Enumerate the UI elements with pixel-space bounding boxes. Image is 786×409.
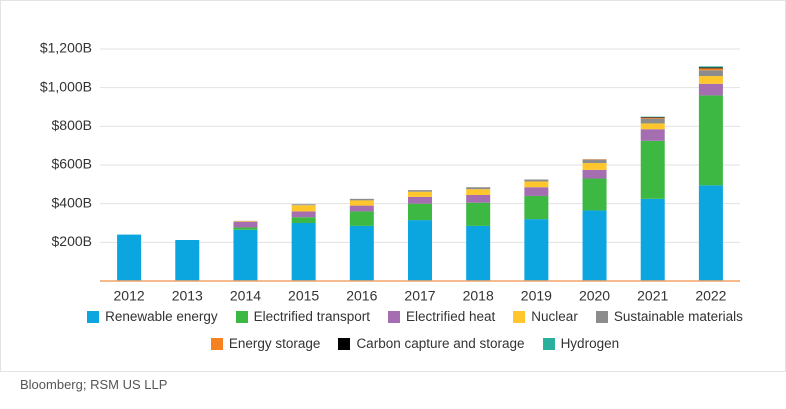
legend-swatch	[542, 337, 555, 350]
legend-swatch	[513, 310, 526, 323]
bar-segment	[233, 227, 258, 230]
bar-segment	[582, 159, 607, 164]
y-tick-label: $600B	[52, 156, 92, 172]
bar-segment	[233, 221, 258, 222]
bar-segment	[698, 185, 723, 281]
legend-item: Carbon capture and storage	[338, 336, 525, 351]
bar-segment	[408, 203, 432, 221]
legend-label: Electrified transport	[253, 309, 370, 324]
bar-segment	[408, 196, 432, 204]
bar-segment	[640, 123, 665, 130]
bar-segment	[466, 194, 491, 203]
chart: $200B $400B $600B $800B $1,000B $1,200B 2012 20…	[40, 40, 740, 304]
bar-segment	[524, 195, 549, 220]
bar-segment	[349, 198, 374, 201]
bar-segment	[466, 189, 491, 195]
y-tick-label: $200B	[52, 233, 92, 249]
legend-item: Electrified transport	[235, 309, 370, 324]
source: Bloomberg; RSM US LLP	[20, 377, 168, 392]
legend-swatch	[387, 310, 400, 323]
bar-segment	[524, 179, 549, 182]
bar-segment	[640, 117, 665, 118]
legend-swatch	[235, 310, 248, 323]
legend-swatch	[338, 337, 351, 350]
bar-segment	[349, 211, 374, 226]
bar-segment	[698, 68, 723, 71]
bar-segment	[291, 204, 316, 206]
bar-segment	[175, 240, 200, 281]
x-tick-label: 2020	[579, 288, 610, 304]
bar-segment	[582, 169, 607, 179]
bar-segment	[233, 221, 258, 228]
legend-item: Hydrogen	[542, 336, 620, 351]
bar-segment	[582, 210, 607, 281]
bar-segment	[291, 205, 316, 212]
x-tick-label: 2013	[172, 288, 203, 304]
bar-segment	[408, 191, 432, 197]
bar-segment	[466, 202, 491, 226]
legend-label: Energy storage	[228, 336, 321, 351]
legend-label: Nuclear	[531, 309, 578, 324]
bar-segment	[291, 217, 316, 223]
bar-segment	[117, 234, 142, 281]
legend-swatch	[595, 310, 608, 323]
bar-segment	[698, 83, 723, 96]
bar-segment	[640, 117, 665, 119]
bar-segment	[466, 225, 491, 281]
legend-label: Hydrogen	[560, 336, 620, 351]
bar-segment	[349, 200, 374, 206]
bar-segment	[349, 205, 374, 212]
legend-item: Sustainable materials	[595, 309, 743, 324]
legend-swatch	[210, 337, 223, 350]
bar-segment	[582, 163, 607, 170]
x-tick-label: 2018	[463, 288, 494, 304]
y-tick-label: $1,200B	[40, 40, 92, 56]
legend-swatch	[87, 310, 100, 323]
bar-segment	[698, 67, 723, 69]
legend: Renewable energy Electrified transport Ele…	[70, 309, 760, 351]
bar-segment	[524, 181, 549, 188]
bar-segment	[233, 229, 258, 281]
bar-segment	[698, 95, 723, 186]
legend-label: Carbon capture and storage	[356, 336, 525, 351]
bar-segment	[349, 225, 374, 281]
x-tick-label: 2016	[346, 288, 377, 304]
legend-label: Sustainable materials	[613, 309, 743, 324]
y-tick-label: $800B	[52, 117, 92, 133]
bar-segment	[291, 223, 316, 281]
legend-item: Energy storage	[210, 336, 321, 351]
x-tick-label: 2014	[230, 288, 261, 304]
y-tick-label: $1,000B	[40, 78, 92, 94]
bar-segment	[640, 118, 665, 124]
bar-segment	[582, 178, 607, 211]
bar-segment	[524, 219, 549, 281]
bar-segment	[640, 129, 665, 141]
bar-segment	[640, 198, 665, 281]
legend-item: Electrified heat	[387, 309, 496, 324]
x-tick-label: 2021	[637, 288, 668, 304]
legend-item: Renewable energy	[87, 309, 218, 324]
bar-segment	[698, 66, 723, 68]
legend-item: Nuclear	[513, 309, 578, 324]
bar-segment	[291, 211, 316, 218]
y-tick-label: $400B	[52, 194, 92, 210]
x-tick-label: 2012	[114, 288, 145, 304]
x-tick-label: 2022	[695, 288, 726, 304]
bar-segment	[698, 76, 723, 84]
bar-segment	[408, 220, 432, 281]
bar-segment	[698, 70, 723, 77]
x-tick-label: 2017	[404, 288, 435, 304]
bar-segment	[466, 187, 491, 190]
x-tick-label: 2019	[521, 288, 552, 304]
legend-label: Electrified heat	[405, 309, 496, 324]
bar-segment	[640, 140, 665, 199]
bar-segment	[408, 190, 432, 192]
x-tick-label: 2015	[288, 288, 319, 304]
legend-label: Renewable energy	[105, 309, 218, 324]
bar-segment	[524, 187, 549, 196]
